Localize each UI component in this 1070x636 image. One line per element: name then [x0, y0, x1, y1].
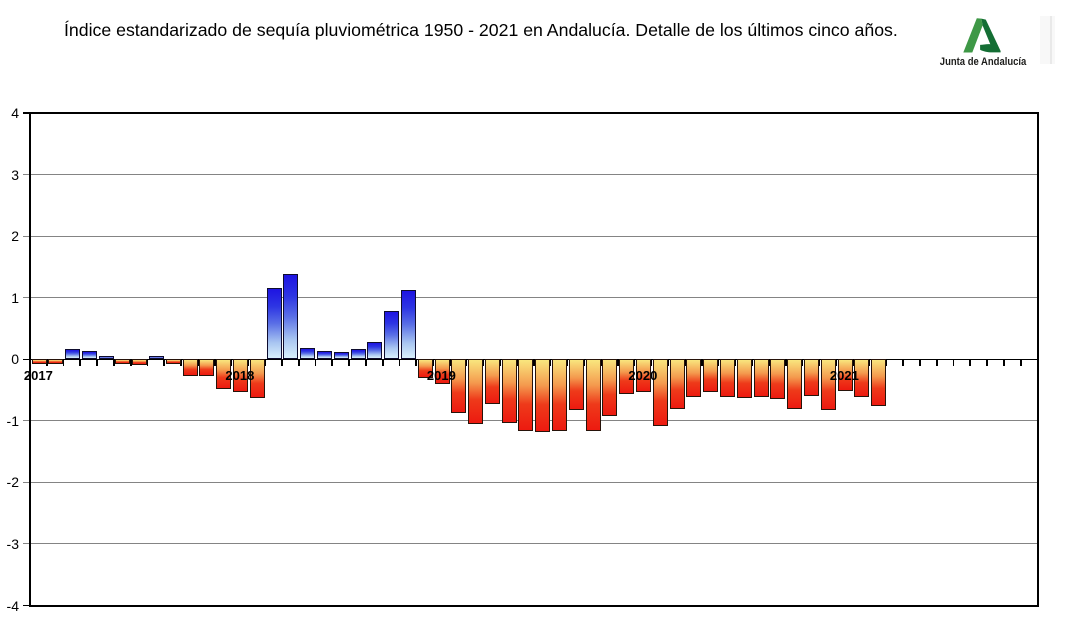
- svg-text:Junta de Andalucía: Junta de Andalucía: [940, 56, 1027, 68]
